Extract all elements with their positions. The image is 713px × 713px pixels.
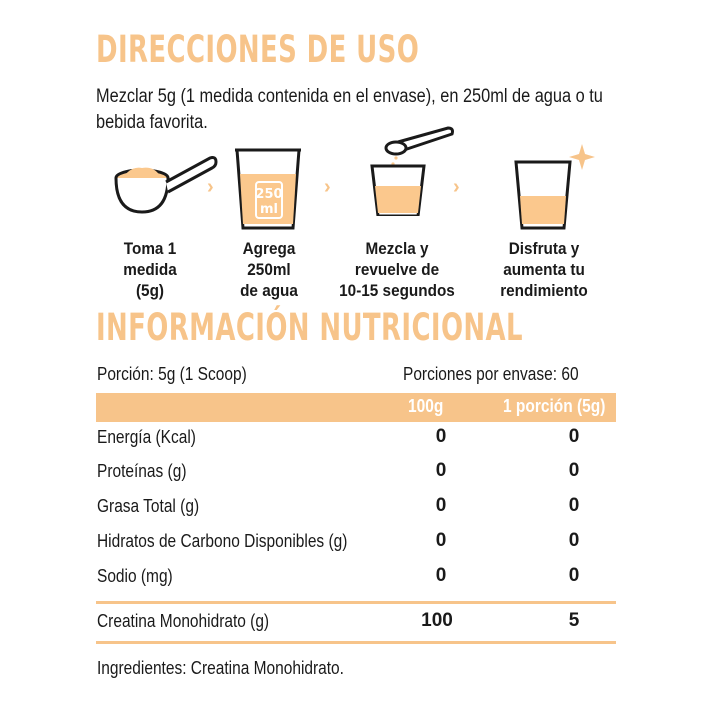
sparkle-glass-icon <box>514 144 595 230</box>
row-carbs-serving: 0 <box>568 530 580 551</box>
row-sodium-serving: 0 <box>568 565 580 586</box>
chevron-right-icon: › <box>324 176 331 198</box>
step-4-label: Disfruta y aumenta tu rendimiento <box>500 239 588 300</box>
row-name-sodium: Sodio (mg) <box>97 566 173 586</box>
nutrition-title: INFORMACIÓN NUTRICIONAL <box>96 306 523 349</box>
row-name-energy: Energía (Kcal) <box>97 427 196 447</box>
row-name-carbs: Hidratos de Carbono Disponibles (g) <box>97 531 348 551</box>
row-protein-serving: 0 <box>568 460 580 481</box>
servings-per-container: Porciones por envase: 60 <box>403 364 579 384</box>
divider-bottom <box>96 641 616 644</box>
table-header-band <box>96 393 616 422</box>
scoop-icon <box>114 156 218 214</box>
row-carbs-per100: 0 <box>435 530 447 551</box>
row-protein-per100: 0 <box>435 460 447 481</box>
row-creatine-serving: 5 <box>568 610 580 631</box>
row-name-creatine: Creatina Monohidrato (g) <box>97 611 270 631</box>
row-energy-per100: 0 <box>435 426 447 447</box>
step-2-label: Agrega 250ml de agua <box>240 239 298 300</box>
sparkle-icon <box>569 144 595 170</box>
column-per-100g: 100g <box>408 396 444 416</box>
step-2: 250 ml <box>203 146 333 232</box>
step-1-label: Toma 1 medida (5g) <box>123 239 177 300</box>
row-creatine-per100: 100 <box>421 610 453 631</box>
step-3-label: Mezcla y revuelve de 10-15 segundos <box>339 239 455 300</box>
directions-intro: Mezclar 5g (1 medida contenida en el env… <box>96 86 603 133</box>
glass-label-ml: ml <box>260 202 278 217</box>
chevron-right-icon: › <box>453 176 460 198</box>
serving-size: Porción: 5g (1 Scoop) <box>97 364 247 384</box>
row-fat-per100: 0 <box>435 495 447 516</box>
pour-mix-icon <box>370 126 454 216</box>
directions-title: DIRECCIONES DE USO <box>96 28 420 71</box>
step-1 <box>100 146 230 226</box>
ingredients: Ingredientes: Creatina Monohidrato. <box>97 658 344 678</box>
chevron-right-icon: › <box>207 176 214 198</box>
row-name-protein: Proteínas (g) <box>97 461 187 481</box>
column-per-serving: 1 porción (5g) <box>503 396 606 416</box>
glass-250ml-icon: 250 ml <box>235 148 301 230</box>
row-fat-serving: 0 <box>568 495 580 516</box>
row-name-fat: Grasa Total (g) <box>97 496 200 516</box>
row-energy-serving: 0 <box>568 426 580 447</box>
row-sodium-per100: 0 <box>435 565 447 586</box>
glass-label-250: 250 <box>255 187 282 202</box>
divider-top <box>96 601 616 604</box>
step-4 <box>476 144 606 234</box>
step-3 <box>333 126 463 216</box>
